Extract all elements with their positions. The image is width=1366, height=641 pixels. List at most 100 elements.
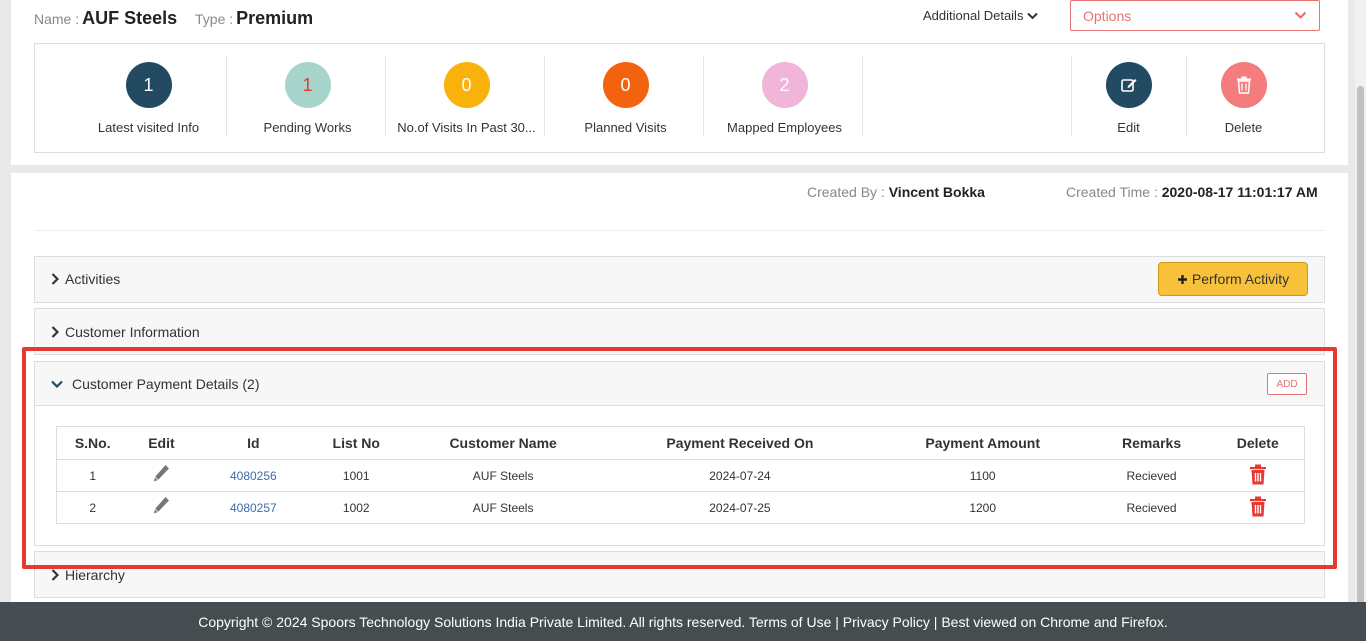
payment-details-title: Customer Payment Details (2) bbox=[72, 376, 260, 392]
activities-title: Activities bbox=[65, 271, 121, 287]
add-label: ADD bbox=[1276, 378, 1298, 390]
stat-mapped-employees[interactable]: 2 Mapped Employees bbox=[705, 56, 864, 136]
column-header: Id bbox=[194, 426, 313, 460]
cell-amount: 1100 bbox=[873, 459, 1092, 492]
type-value: Premium bbox=[236, 8, 314, 28]
cell-id-link[interactable]: 4080256 bbox=[194, 459, 313, 492]
created-time-value: 2020-08-17 11:01:17 AM bbox=[1161, 184, 1318, 200]
stat-value: 0 bbox=[461, 74, 472, 95]
stat-label: Planned Visits bbox=[584, 120, 667, 135]
cell-id-link[interactable]: 4080257 bbox=[194, 491, 313, 524]
divider bbox=[226, 56, 227, 136]
cell-edit bbox=[128, 459, 195, 492]
add-payment-button[interactable]: ADD bbox=[1267, 373, 1307, 395]
column-header: Payment Received On bbox=[606, 426, 874, 460]
table-row: 2 4080257 1002 AUF Steels 2024-07-25 120… bbox=[56, 491, 1305, 524]
chevron-right-icon bbox=[51, 569, 59, 581]
trash-icon[interactable] bbox=[1249, 464, 1267, 485]
customer-header-card: Name : AUF Steels Type : Premium Additiona… bbox=[11, 0, 1348, 165]
stat-value: 2 bbox=[779, 74, 790, 95]
payment-details-title-wrap[interactable]: Customer Payment Details (2) bbox=[51, 376, 260, 392]
hierarchy-panel[interactable]: Hierarchy bbox=[34, 551, 1325, 598]
payment-table: S.No. Edit Id List No Customer Name Paym… bbox=[56, 426, 1305, 524]
column-header: Edit bbox=[128, 426, 195, 460]
hierarchy-header[interactable]: Hierarchy bbox=[51, 567, 125, 583]
column-header: Customer Name bbox=[400, 426, 607, 460]
customer-information-header[interactable]: Customer Information bbox=[51, 324, 200, 340]
chevron-right-icon bbox=[51, 326, 59, 338]
created-by-value: Vincent Bokka bbox=[888, 184, 985, 200]
stat-pending-works[interactable]: 1 Pending Works bbox=[228, 56, 387, 136]
cell-list-no: 1002 bbox=[312, 491, 401, 524]
stat-circle: 2 bbox=[761, 62, 808, 108]
edit-circle bbox=[1105, 62, 1152, 108]
additional-details-label: Additional Details bbox=[923, 8, 1024, 23]
edit-action[interactable]: Edit bbox=[1071, 56, 1186, 136]
customer-information-panel[interactable]: Customer Information bbox=[34, 308, 1325, 355]
perform-activity-button[interactable]: Perform Activity bbox=[1158, 262, 1308, 296]
cell-received-on: 2024-07-24 bbox=[606, 459, 874, 492]
perform-activity-label: Perform Activity bbox=[1191, 271, 1290, 287]
customer-information-title: Customer Information bbox=[65, 324, 200, 340]
cell-sno: 2 bbox=[56, 491, 129, 524]
stat-label: Latest visited Info bbox=[97, 120, 200, 135]
table-row: 1 4080256 1001 AUF Steels 2024-07-24 110… bbox=[56, 459, 1305, 492]
trash-icon bbox=[1236, 76, 1251, 94]
pencil-icon[interactable] bbox=[152, 464, 170, 484]
cell-received-on: 2024-07-25 bbox=[606, 491, 874, 524]
cell-list-no: 1001 bbox=[312, 459, 401, 492]
additional-details-dropdown[interactable]: Additional Details bbox=[923, 8, 1039, 23]
stat-label: Mapped Employees bbox=[727, 120, 842, 135]
stat-value: 0 bbox=[620, 74, 631, 95]
stat-latest-visited-info[interactable]: 1 Latest visited Info bbox=[69, 56, 228, 136]
customer-name: Name : AUF Steels bbox=[34, 8, 177, 29]
options-dropdown[interactable]: Options bbox=[1070, 0, 1320, 31]
edit-icon bbox=[1120, 79, 1136, 92]
divider bbox=[1186, 56, 1187, 136]
stat-label: No.of Visits In Past 30... bbox=[397, 120, 536, 135]
activities-panel[interactable]: Activities Perform Activity bbox=[34, 256, 1325, 303]
divider bbox=[703, 56, 704, 136]
cell-remarks: Recieved bbox=[1091, 491, 1212, 524]
column-header: Delete bbox=[1211, 426, 1305, 460]
column-header: Payment Amount bbox=[873, 426, 1092, 460]
stat-label: Pending Works bbox=[263, 120, 352, 135]
hierarchy-title: Hierarchy bbox=[65, 567, 125, 583]
delete-action[interactable]: Delete bbox=[1186, 56, 1301, 136]
stat-circle: 0 bbox=[602, 62, 649, 108]
delete-circle bbox=[1220, 62, 1267, 108]
stat-circle: 0 bbox=[443, 62, 490, 108]
name-value: AUF Steels bbox=[82, 8, 178, 28]
created-by-label: Created By : bbox=[807, 184, 885, 200]
created-time-label: Created Time : bbox=[1066, 184, 1158, 200]
stat-visits-past-30[interactable]: 0 No.of Visits In Past 30... bbox=[387, 56, 546, 136]
cell-sno: 1 bbox=[56, 459, 129, 492]
cell-customer-name: AUF Steels bbox=[400, 459, 607, 492]
divider bbox=[1071, 56, 1072, 136]
cell-delete bbox=[1211, 459, 1305, 492]
customer-type: Type : Premium bbox=[195, 8, 313, 29]
footer: Copyright © 2024 Spoors Technology Solut… bbox=[0, 602, 1366, 641]
created-by: Created By : Vincent Bokka bbox=[807, 184, 985, 200]
cell-customer-name: AUF Steels bbox=[400, 491, 607, 524]
stat-planned-visits[interactable]: 0 Planned Visits bbox=[546, 56, 705, 136]
cell-delete bbox=[1211, 491, 1305, 524]
scrollbar-thumb[interactable] bbox=[1357, 86, 1364, 606]
details-card: Created By : Vincent Bokka Created Time … bbox=[11, 173, 1348, 603]
table-header-row: S.No. Edit Id List No Customer Name Paym… bbox=[56, 426, 1305, 460]
cell-edit bbox=[128, 491, 195, 524]
chevron-down-icon bbox=[1027, 12, 1039, 19]
stats-box: 1 Latest visited Info 1 Pending Works 0 … bbox=[34, 43, 1325, 153]
stat-circle: 1 bbox=[284, 62, 331, 108]
pencil-icon[interactable] bbox=[152, 496, 170, 516]
customer-payment-details-panel: Customer Payment Details (2) ADD S.No. E… bbox=[34, 361, 1325, 546]
activities-header[interactable]: Activities bbox=[51, 271, 120, 287]
payment-details-header[interactable]: Customer Payment Details (2) ADD bbox=[35, 362, 1324, 406]
separator bbox=[34, 230, 1325, 231]
chevron-down-icon bbox=[51, 380, 63, 388]
trash-icon[interactable] bbox=[1249, 496, 1267, 517]
column-header: Remarks bbox=[1091, 426, 1212, 460]
type-label: Type : bbox=[195, 11, 234, 27]
divider bbox=[544, 56, 545, 136]
stat-circle: 1 bbox=[125, 62, 172, 108]
